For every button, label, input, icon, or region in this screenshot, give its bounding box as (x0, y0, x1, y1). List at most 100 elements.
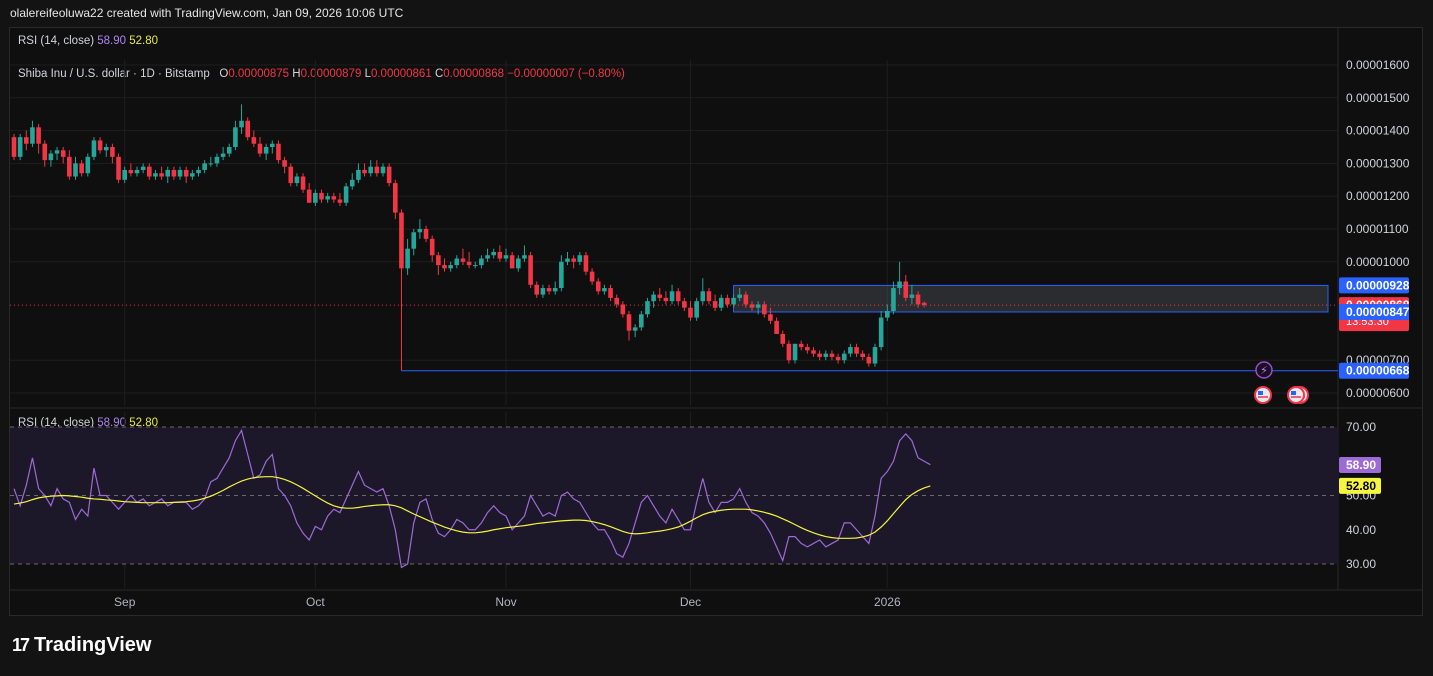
candle-body (725, 297, 730, 305)
candle-body (559, 261, 564, 289)
candle-body (626, 314, 632, 331)
candle-body (245, 120, 250, 138)
candle-body (103, 147, 109, 151)
candle-body (546, 288, 552, 292)
price-badge-label: 0.00000928 (1346, 278, 1410, 292)
candle-body (313, 192, 318, 203)
candle-body (472, 265, 478, 267)
candle-body (17, 137, 23, 157)
candle-body (79, 163, 84, 174)
change-value: −0.00000007 (−0.80%) (507, 68, 625, 80)
candle-body (848, 347, 853, 354)
candle-body (60, 150, 66, 157)
candle-body (811, 350, 816, 354)
candle-body (128, 169, 134, 174)
candle-body (417, 229, 423, 233)
candle-body (602, 288, 607, 292)
low-label: L (364, 68, 371, 80)
top-rsi-label: RSI (14, close) (18, 35, 95, 47)
candle-body (768, 314, 773, 321)
rsi-line (13, 428, 931, 569)
candle-body (42, 143, 48, 161)
x-axis-label: Sep (114, 595, 136, 609)
candle-body (466, 261, 472, 266)
candle-body (356, 169, 361, 180)
price-badge: 0.00000928 (1339, 277, 1410, 294)
candle-body (835, 356, 841, 361)
candle-body (663, 297, 669, 302)
candle-body (270, 143, 275, 147)
candle-body (774, 320, 779, 334)
candle-body (694, 301, 699, 318)
lightning-event-icon (1255, 361, 1273, 379)
candle-body (380, 166, 386, 174)
candle-body (792, 343, 798, 361)
rsi-pane-ma-value: 52.80 (129, 417, 159, 429)
candle-body (140, 166, 146, 170)
candle-body (755, 304, 761, 308)
candle-body (577, 255, 583, 262)
candle-body (589, 271, 595, 282)
price-tick-label: 0.00001400 (1346, 124, 1410, 138)
price-badge: 0.00000847 (1339, 303, 1410, 320)
candle-body (817, 353, 822, 357)
candle-body (798, 343, 804, 348)
candle-body (325, 196, 330, 200)
candle-body (682, 301, 687, 308)
chart-attribution: olalereifeoluwa22 created with TradingVi… (10, 6, 404, 20)
candle-body (718, 297, 724, 308)
candle-body (823, 353, 829, 357)
candle-body (374, 166, 380, 174)
candle-body (73, 163, 78, 177)
candle-body (639, 314, 644, 328)
candle-body (688, 307, 693, 318)
tradingview-brand: 17 TradingView (12, 634, 151, 657)
high-label: H (292, 68, 301, 80)
candle-body (583, 255, 589, 272)
price-tick-label: 0.00001100 (1346, 222, 1409, 236)
candle-body (669, 291, 675, 302)
close-label: C (434, 68, 444, 80)
candle-body (190, 173, 195, 177)
candle-body (909, 294, 915, 298)
candle-body (239, 120, 244, 128)
candle-body (251, 137, 257, 144)
price-badge-label: 0.00000847 (1346, 305, 1410, 319)
candle-body (153, 173, 158, 177)
candle-body (147, 166, 152, 177)
rsi-badge-label: 52.80 (1346, 479, 1376, 493)
candle-body (915, 294, 921, 305)
candle-body (134, 169, 140, 174)
candle-body (903, 281, 909, 298)
price-tick-label: 0.00001200 (1346, 189, 1410, 203)
x-axis-label: 2026 (874, 595, 901, 609)
candle-body (786, 343, 792, 361)
candle-body (891, 288, 896, 311)
candle-body (706, 291, 712, 302)
candle-body (479, 258, 484, 266)
candle-body (24, 137, 29, 144)
candle-body (497, 251, 503, 259)
candle-body (116, 156, 121, 180)
candle-body (491, 251, 496, 256)
candle-body (534, 284, 540, 295)
candle-body (614, 297, 619, 305)
candle-body (165, 169, 171, 177)
rsi-tick-label: 70.00 (1346, 420, 1376, 434)
candle-body (54, 150, 60, 154)
symbol-info[interactable]: Shiba Inu / U.S. dollar · 1D · Bitstamp (18, 68, 210, 80)
candle-body (429, 238, 435, 256)
tradingview-logo-icon: 17 (12, 635, 30, 655)
price-tick-label: 0.00001300 (1346, 156, 1410, 170)
top-rsi-value: 58.90 (97, 35, 127, 47)
candle-body (177, 169, 183, 177)
candle-body (276, 143, 281, 161)
candle-body (897, 281, 902, 289)
candle-body (337, 199, 343, 203)
candle-body (872, 347, 878, 364)
brand-name: TradingView (34, 634, 152, 656)
candle-body (485, 255, 490, 259)
candle-body (233, 127, 238, 147)
close-value: 0.00000868 (443, 68, 505, 80)
